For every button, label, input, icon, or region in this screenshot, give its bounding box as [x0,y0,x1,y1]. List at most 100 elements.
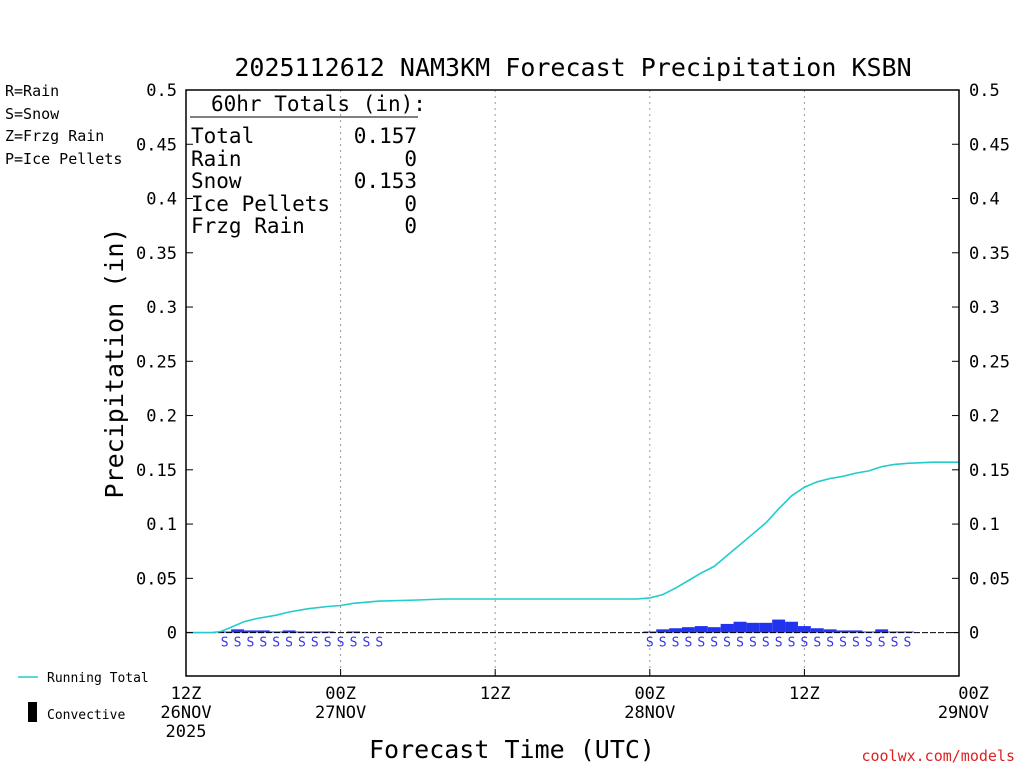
precip-bar [797,626,811,633]
plot-frame [185,89,960,677]
snow-marker: S [723,636,731,651]
snow-marker: S [865,636,873,651]
ytick-label-right: 0.4 [969,190,1000,210]
xtick-label: 28NOV [624,703,675,723]
snow-marker: S [736,636,744,651]
xtick-label: 00Z [634,684,665,704]
ytick-label-right: 0.35 [969,244,1010,264]
xtick-label: 29NOV [938,703,989,723]
convective-legend-swatch [28,702,37,722]
precip-bars [218,619,914,633]
totals-label-rain: Rain [191,147,242,171]
precip-bar [308,631,322,633]
ytick-label-left: 0.35 [136,244,177,264]
precip-bar [656,629,670,633]
snow-marker: S [813,636,821,651]
snow-marker: S [904,636,912,651]
totals-header: 60hr Totals (in): [211,92,426,116]
y-axis-title: Precipitation (in) [100,228,129,499]
snow-marker: S [839,636,847,651]
xtick-label: 12Z [480,684,511,704]
totals-label-snow: Snow [191,169,242,193]
precip-bar [836,630,850,633]
snow-marker: S [272,636,280,651]
ytick-label-left: 0.3 [146,298,177,318]
precip-bar [810,628,824,633]
snow-marker: S [852,636,860,651]
snow-marker: S [311,636,319,651]
precip-bar [321,631,335,633]
y-axis-ticks: 0 00.05 0.050.1 0.10.15 0.150.2 0.20.25 0.250.… [136,81,1010,644]
precip-bar [772,619,786,633]
legend-rain: R=Rain [5,82,59,100]
ytick-label-right: 0.05 [969,569,1010,589]
precip-bar [643,631,657,633]
ytick-label-left: 0.5 [146,81,177,101]
snow-marker: S [324,636,332,651]
snow-marker: S [685,636,693,651]
chart-title: 2025112612 NAM3KM Forecast Precipitation… [234,53,911,82]
ytick-label-left: 0.45 [136,135,177,155]
totals-value-frzg-rain: 0 [404,214,417,238]
precip-bar [901,631,914,633]
precip-bar [875,629,889,633]
vertical-gridlines [340,90,805,676]
precip-bar [785,621,798,633]
legend-frzg-rain: Z=Frzg Rain [5,127,104,145]
convective-legend-label: Convective [47,708,125,723]
ytick-label-right: 0.15 [969,461,1010,481]
xtick-label: 00Z [325,684,356,704]
precip-bar [231,629,244,633]
precip-bar [720,623,734,633]
snow-marker: S [749,636,757,651]
ytick-label-right: 0.2 [969,407,1000,427]
snow-marker: S [375,636,383,651]
site-credit: coolwx.com/models [861,747,1015,765]
precip-bar [888,631,902,633]
precip-bar [862,631,876,633]
precip-bar [256,630,270,633]
ytick-label-right: 0.45 [969,135,1010,155]
snow-marker: S [350,636,358,651]
snow-marker: S [775,636,783,651]
precip-bar [746,622,760,633]
running-total-line [186,461,959,634]
snow-marker: S [659,636,667,651]
ytick-label-right: 0 [969,624,979,644]
snow-marker: S [697,636,705,651]
ytick-label-left: 0.2 [146,407,177,427]
ytick-label-left: 0.1 [146,515,177,535]
precip-bar [295,631,309,633]
xtick-label: 2025 [166,722,207,742]
snow-marker: S [221,636,229,651]
precip-bar [759,622,773,633]
snow-marker: S [762,636,770,651]
precip-bar [707,627,721,633]
legend-ice-pellets: P=Ice Pellets [5,150,122,168]
totals-value-ice-pellets: 0 [404,192,417,216]
snow-marker: S [362,636,370,651]
precip-bar [347,631,360,633]
totals-panel: 60hr Totals (in): Total 0.157 Rain 0 Sno… [190,92,426,238]
xtick-label: 12Z [171,684,202,704]
ytick-label-right: 0.5 [969,81,1000,101]
precip-bar [849,630,863,633]
ytick-label-left: 0.05 [136,569,177,589]
xtick-label: 27NOV [315,703,366,723]
totals-value-rain: 0 [404,147,417,171]
ytick-label-left: 0.15 [136,461,177,481]
precip-bar [218,631,232,633]
snow-marker: S [646,636,654,651]
ytick-label-left: 0.25 [136,352,177,372]
xtick-label: 00Z [958,684,989,704]
legend-snow: S=Snow [5,105,60,123]
totals-label-ice-pellets: Ice Pellets [191,192,330,216]
snow-marker: S [800,636,808,651]
running-total-legend-label: Running Total [47,671,149,686]
precip-bar [733,621,747,633]
precip-bar [669,628,683,633]
snow-marker: S [234,636,242,651]
precip-bar [282,630,296,633]
